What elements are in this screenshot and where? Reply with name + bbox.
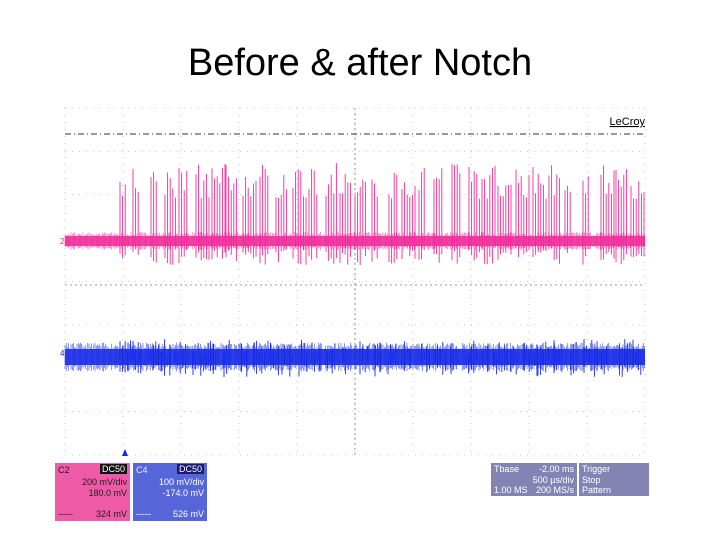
c2-volts-per-div: 200 mV/div bbox=[81, 477, 127, 487]
c2-bottom-left: ----- bbox=[58, 509, 73, 519]
trigger-label: Trigger bbox=[582, 464, 611, 474]
c2-descriptor-panel[interactable]: C2 DC50 200 mV/div 180.0 mV ----- 324 mV bbox=[55, 463, 130, 521]
timebase-label: Tbase bbox=[494, 464, 520, 474]
c2-channel-label: C2 bbox=[58, 465, 70, 475]
c4-coupling-badge: DC50 bbox=[176, 464, 204, 474]
lecroy-logo: LeCroy bbox=[610, 116, 646, 128]
sample-rate: 200 MS/s bbox=[535, 485, 574, 495]
c4-trace bbox=[64, 339, 645, 377]
sample-count: 1.00 MS bbox=[494, 485, 528, 495]
trigger-position-marker[interactable] bbox=[122, 449, 128, 456]
c4-ground-marker[interactable]: 4 bbox=[60, 349, 65, 358]
time-per-div: 500 µs/div bbox=[532, 475, 574, 485]
c2-ground-marker[interactable]: 2 bbox=[60, 237, 65, 246]
c2-offset: 180.0 mV bbox=[88, 488, 127, 498]
trigger-panel[interactable]: Trigger Stop Pattern bbox=[579, 463, 649, 496]
timebase-delay: -2.00 ms bbox=[538, 464, 574, 474]
c2-coupling-badge: DC50 bbox=[99, 464, 127, 474]
c4-channel-label: C4 bbox=[136, 465, 148, 475]
c4-bottom-value: 526 mV bbox=[172, 509, 204, 519]
c4-descriptor-panel[interactable]: C4 DC50 100 mV/div -174.0 mV ----- 526 m… bbox=[133, 463, 207, 521]
trigger-type: Pattern bbox=[582, 485, 612, 495]
scope-grid bbox=[64, 107, 646, 456]
c4-volts-per-div: 100 mV/div bbox=[158, 477, 204, 487]
trigger-mode: Stop bbox=[582, 475, 601, 485]
c2-trace bbox=[64, 163, 645, 265]
c4-offset: -174.0 mV bbox=[162, 488, 204, 498]
slide-title: Before & after Notch bbox=[187, 42, 533, 84]
c4-bottom-left: ----- bbox=[136, 509, 151, 519]
c2-bottom-value: 324 mV bbox=[95, 509, 127, 519]
timebase-panel[interactable]: Tbase -2.00 ms 500 µs/div 1.00 MS 200 MS… bbox=[491, 463, 577, 496]
